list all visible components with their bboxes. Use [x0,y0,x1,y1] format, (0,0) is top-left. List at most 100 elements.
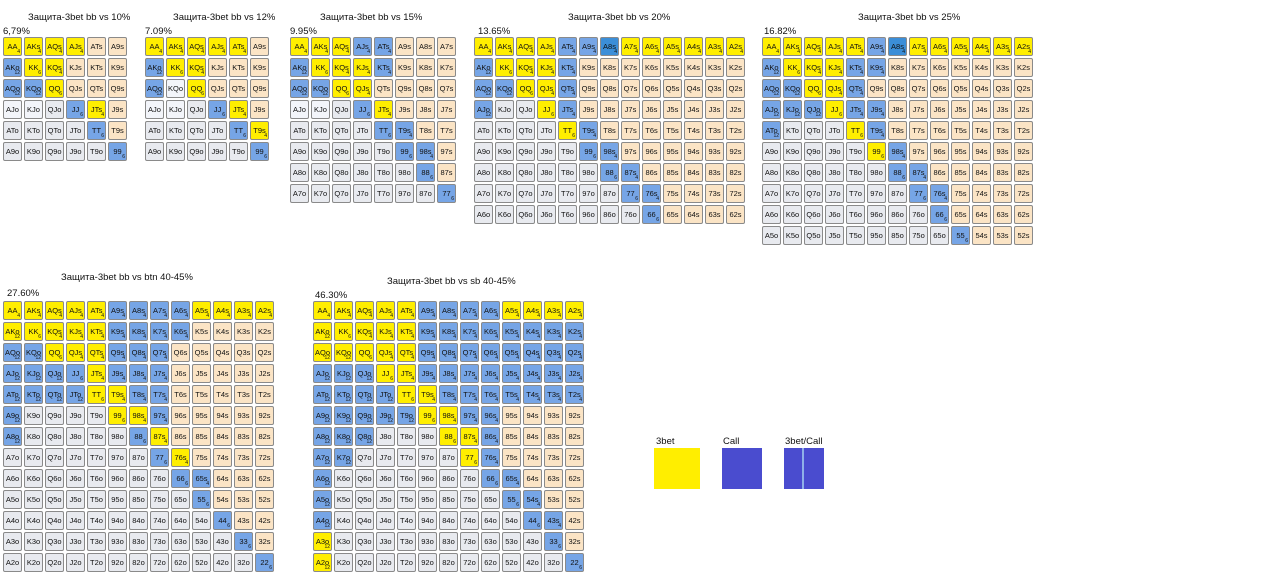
combo-count: 6 [965,238,968,244]
hand-label: A7o [764,189,779,198]
hand-cell-qts: QTs [374,79,393,98]
hand-cell-42o: 42o [213,553,232,572]
hand-label: T2s [1017,126,1030,135]
combo-count: 4 [902,154,905,160]
hand-cell-q3o: Q3o [45,532,64,551]
hand-cell-t8o: T8o [846,163,865,182]
hand-label: Q8s [418,84,433,93]
combo-count: 4 [516,481,519,487]
hand-label: J7o [379,453,392,462]
hand-label: QJo [334,105,349,114]
hand-label: K9o [168,147,183,156]
hand-cell-kto: KTo 12 [24,385,43,404]
hand-label: QTs [399,348,414,357]
hand-cell-a2s: A2s 4 [1014,37,1033,56]
hand-cell-jj: JJ 6 [353,100,372,119]
hand-label: K8o [313,168,328,177]
hand-label: J6s [484,369,497,378]
hand-cell-a8s: A8s [416,37,435,56]
hand-label: Q6s [173,348,188,357]
hand-label: QJs [68,348,83,357]
hand-cell-k5o: K5o [334,490,353,509]
hand-cell-q8o: Q8o [516,163,535,182]
hand-label: Q8s [131,348,146,357]
chart-title: Защита-3bet bb vs 20% [568,12,671,23]
hand-cell-87s: 87s [437,163,456,182]
hand-cell-j8o: J8o [66,427,85,446]
hand-label: QJs [378,348,393,357]
hand-label: QQ [48,84,61,93]
hand-label: ATo [477,126,490,135]
hand-cell-q5s: Q5s 4 [502,343,521,362]
hand-cell-54o: 54o [502,511,521,530]
hand-cell-j3s: J3s [993,100,1012,119]
hand-cell-72o: 72o [150,553,169,572]
hand-cell-a8o: A8o [474,163,493,182]
hand-cell-kjs: KJs 4 [825,58,844,77]
combo-count: 4 [185,334,188,340]
hand-label: AJs [69,306,82,315]
hand-label: 83s [237,432,250,441]
hand-cell-aqo: AQo 12 [313,343,332,362]
hand-cell-a7s: A7s 4 [621,37,640,56]
combo-count: 6 [325,70,328,76]
hand-cell-kk: KK 6 [334,322,353,341]
hand-label: AJs [211,42,224,51]
hand-cell-kto: KTo [311,121,330,140]
hand-cell-ats: ATs 4 [87,301,106,320]
combo-count: 4 [944,49,947,55]
combo-count: 4 [474,313,477,319]
hand-label: K9s [870,63,883,72]
hand-label: KTs [377,63,390,72]
hand-label: KJo [498,105,511,114]
hand-cell-99: 99 6 [579,142,598,161]
combo-count: 6 [516,502,519,508]
combo-count: 4 [348,313,351,319]
hand-cell-j5o: J5o [825,226,844,245]
hand-cell-86s: 86s [930,163,949,182]
hand-cell-98s: 98s 4 [600,142,619,161]
hand-cell-aks: AKs 4 [166,37,185,56]
hand-cell-jts: JTs 4 [374,100,393,119]
hand-cell-q9o: Q9o [804,142,823,161]
hand-cell-92s: 92s [1014,142,1033,161]
combo-count: 4 [740,49,743,55]
combo-count: 6 [432,418,435,424]
combo-count: 6 [248,544,251,550]
hand-label: T5o [90,495,103,504]
hand-label: 22 [260,558,269,567]
hand-label: 83s [708,168,721,177]
hand-label: KJs [356,63,369,72]
hand-label: T7s [153,390,166,399]
hand-label: J4o [379,516,392,525]
hand-label: KTo [498,126,511,135]
hand-label: AKs [785,42,800,51]
hand-label: K7o [785,189,800,198]
hand-label: T2s [729,126,742,135]
hand-cell-q4s: Q4s [972,79,991,98]
hand-cell-kjo: KJo 12 [334,364,353,383]
hand-cell-a5s: A5s 4 [663,37,682,56]
hand-cell-55: 55 6 [502,490,521,509]
hand-label: 86o [132,474,145,483]
hand-label: 97s [624,147,637,156]
hand-cell-66: 66 6 [171,469,190,488]
hand-label: JJ [381,369,390,378]
combo-count: 4 [579,397,582,403]
hand-label: J7o [69,453,82,462]
hand-label: T2s [568,390,581,399]
hand-label: ATo [293,126,306,135]
hand-cell-ako: AKo 12 [474,58,493,77]
hand-cell-jto: JTo [208,121,227,140]
hand-label: AJs [828,42,841,51]
hand-cell-k7s: K7s [621,58,640,77]
hand-cell-82s: 82s [565,427,584,446]
hand-cell-kto: KTo [783,121,802,140]
hand-cell-88: 88 6 [888,163,907,182]
hand-label: KK [170,63,181,72]
hand-cell-87s: 87s 4 [909,163,928,182]
hand-cell-q6o: Q6o [804,205,823,224]
hand-label: 63s [708,210,721,219]
hand-cell-88: 88 6 [416,163,435,182]
hand-cell-j7s: J7s 4 [150,364,169,383]
